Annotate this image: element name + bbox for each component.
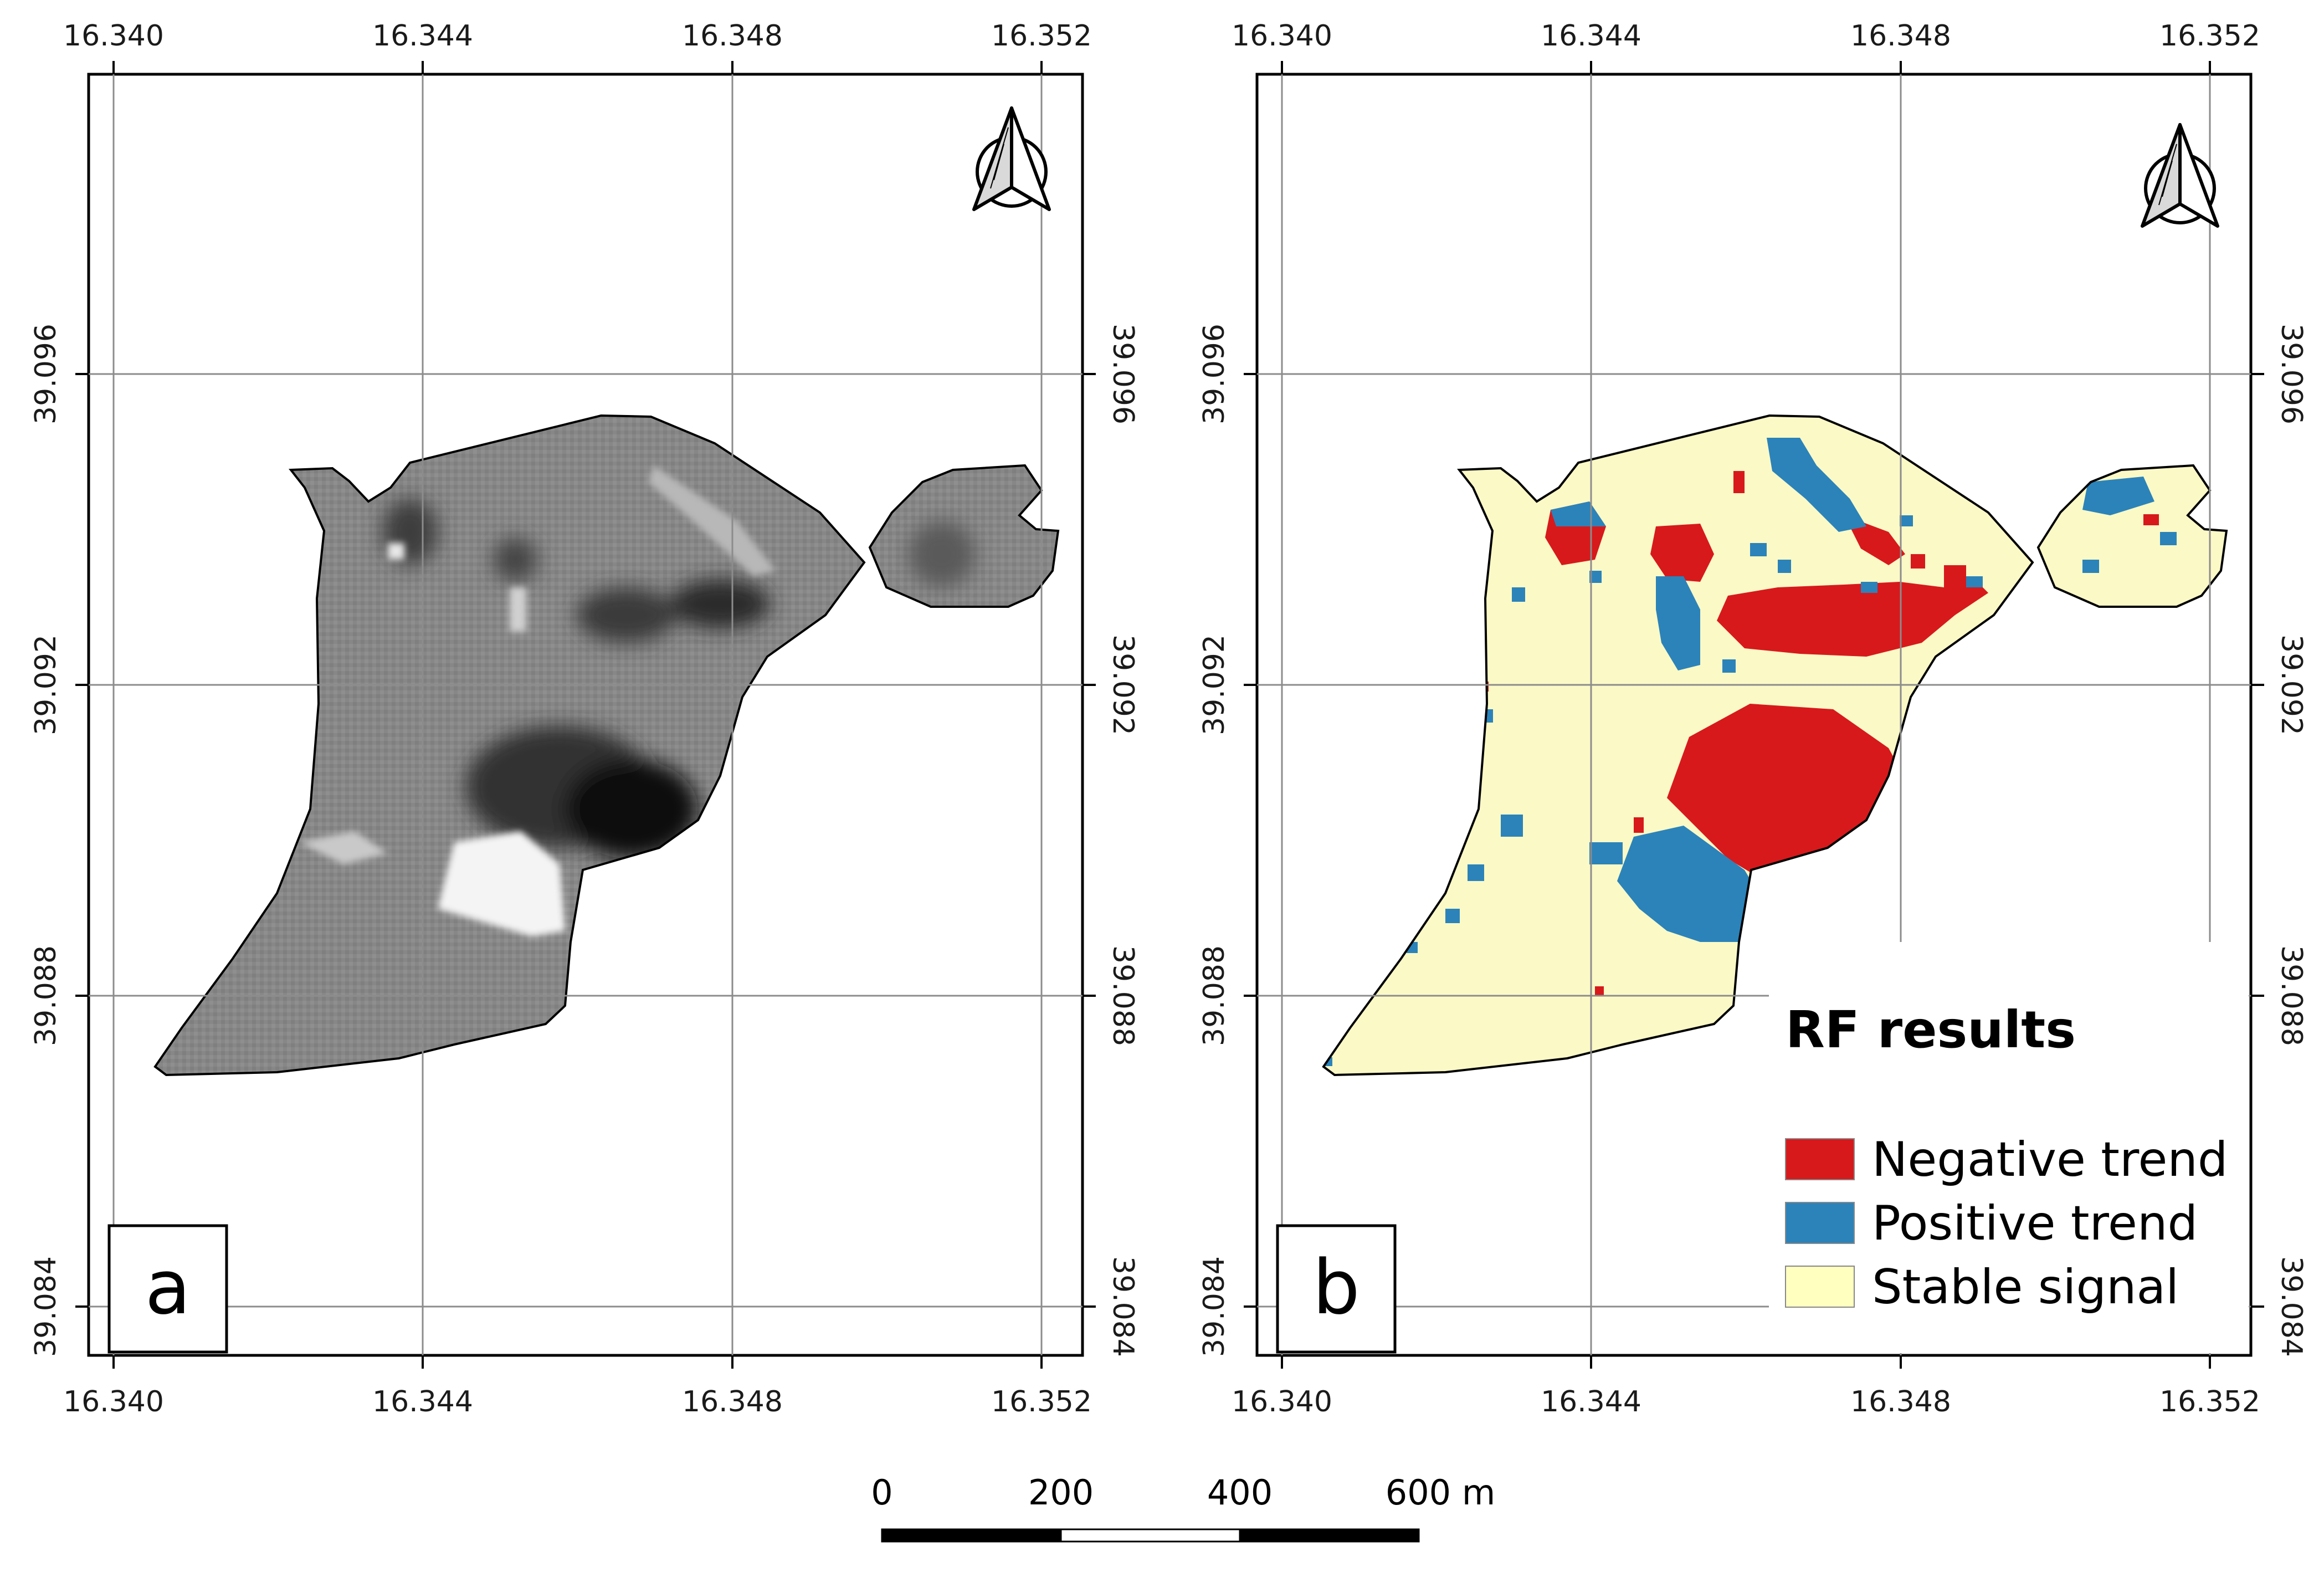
scale-label: 400 (1207, 1472, 1273, 1513)
legend-swatch-negative (1785, 1138, 1855, 1180)
scale-bar: 0 200 400 600 m (871, 1472, 1495, 1543)
panel-b: 16.340 16.344 16.348 16.352 16.340 16.34… (1198, 19, 2308, 1419)
x-tick-bottom: 16.352 (2159, 1385, 2260, 1419)
x-tick-top: 16.352 (2159, 19, 2260, 53)
graticule-a (89, 74, 1083, 1355)
x-tick-bottom: 16.348 (1850, 1385, 1951, 1419)
legend-label-stable: Stable signal (1872, 1259, 2179, 1315)
y-tick-left: 39.084 (29, 1256, 63, 1357)
legend-swatch-positive (1785, 1202, 1855, 1244)
y-tick-right: 39.092 (1106, 634, 1140, 735)
y-tick-right: 39.096 (1106, 324, 1140, 424)
x-tick-bottom: 16.344 (1541, 1385, 1641, 1419)
scale-label: 200 (1028, 1472, 1094, 1513)
x-tick-bottom: 16.348 (682, 1385, 783, 1419)
north-arrow-icon (2141, 123, 2219, 228)
y-tick-left: 39.092 (29, 634, 63, 735)
x-tick-top: 16.340 (63, 19, 164, 53)
x-tick-bottom: 16.340 (1232, 1385, 1332, 1419)
x-tick-top: 16.348 (1850, 19, 1951, 53)
x-tick-top: 16.344 (1541, 19, 1641, 53)
legend-swatch-stable (1785, 1266, 1855, 1308)
x-tick-bottom: 16.352 (991, 1385, 1092, 1419)
y-tick-left: 39.092 (1198, 634, 1231, 735)
x-tick-top: 16.352 (991, 19, 1092, 53)
panel-letter-box (1276, 1224, 1397, 1354)
y-tick-right: 39.096 (2275, 324, 2308, 424)
legend-title: RF results (1786, 1000, 2076, 1059)
x-tick-top: 16.344 (372, 19, 473, 53)
y-tick-right: 39.084 (2275, 1256, 2308, 1357)
scale-label: 0 (871, 1472, 892, 1513)
y-tick-right: 39.088 (2275, 945, 2308, 1046)
legend-label-negative: Negative trend (1872, 1132, 2228, 1187)
y-tick-left: 39.096 (29, 324, 63, 424)
y-tick-left: 39.088 (29, 945, 63, 1046)
scale-label: 600 m (1386, 1472, 1495, 1513)
y-tick-right: 39.088 (1106, 945, 1140, 1046)
y-tick-right: 39.092 (2275, 634, 2308, 735)
panel-letter-box (107, 1224, 228, 1354)
x-tick-top: 16.340 (1232, 19, 1332, 53)
x-tick-bottom: 16.340 (63, 1385, 164, 1419)
legend: RF results Negative trend Positive trend… (1769, 942, 2249, 1353)
x-tick-bottom: 16.344 (372, 1385, 473, 1419)
y-tick-left: 39.096 (1198, 324, 1231, 424)
y-tick-right: 39.084 (1106, 1256, 1140, 1357)
x-tick-top: 16.348 (682, 19, 783, 53)
panel-a: 16.340 16.344 16.348 16.352 16.340 16.34… (29, 19, 1140, 1419)
y-tick-left: 39.088 (1198, 945, 1231, 1046)
legend-label-positive: Positive trend (1872, 1196, 2198, 1251)
panel-letter: a (145, 1244, 191, 1331)
y-tick-left: 39.084 (1198, 1256, 1231, 1357)
north-arrow-icon (972, 106, 1051, 211)
graticule-b (1257, 74, 2251, 1355)
panel-letter: b (1312, 1244, 1360, 1331)
